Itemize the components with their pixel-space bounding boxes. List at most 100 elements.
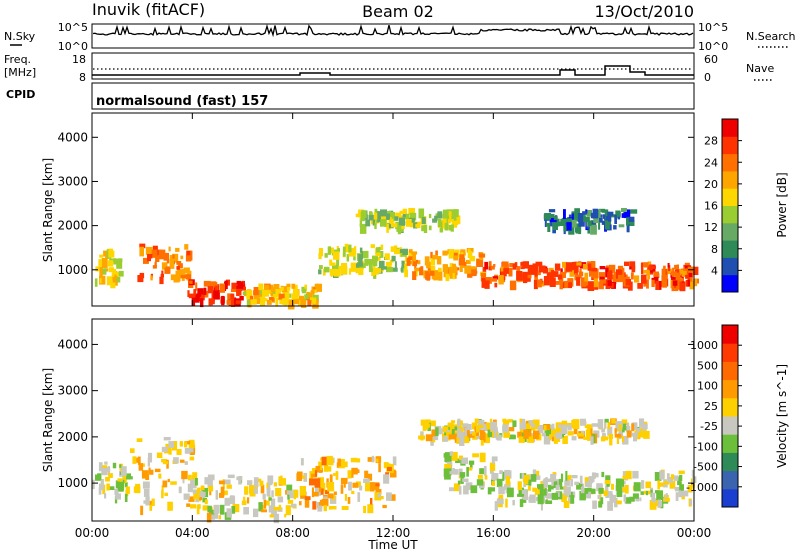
velocity-cell — [654, 472, 662, 481]
velocity-cell — [269, 514, 276, 518]
power-cell — [318, 248, 323, 257]
power-cell — [590, 212, 596, 219]
velocity-cell — [483, 433, 490, 444]
velocity-cell — [154, 468, 161, 473]
freq-panel-frame — [91, 52, 695, 80]
power-cell — [112, 276, 118, 286]
velocity-cell — [253, 508, 259, 518]
power-cell — [478, 253, 486, 258]
power-cell — [534, 267, 538, 277]
velocity-cell — [444, 475, 451, 480]
velocity-cell — [476, 424, 484, 429]
power-cell — [559, 271, 566, 278]
velocity-cell — [314, 470, 318, 477]
power-cell — [618, 274, 624, 283]
power-cell — [203, 280, 211, 287]
nsearch-label: N.Search — [746, 30, 796, 43]
velocity-cell — [611, 419, 616, 424]
power-cell — [616, 211, 621, 217]
velocity-cell — [642, 423, 648, 430]
velocity-cell — [476, 435, 482, 440]
power-cell — [110, 282, 116, 289]
velocity-cell — [512, 499, 515, 506]
power-cell — [175, 270, 178, 276]
velocity-cell — [383, 462, 389, 469]
power-cell — [601, 220, 605, 225]
power-cell — [349, 268, 356, 272]
velocity-cell — [583, 436, 588, 440]
velocity-cell — [507, 487, 514, 498]
power-cell — [273, 284, 280, 289]
power-cell — [598, 217, 603, 223]
power-cell — [449, 263, 454, 270]
velocity-cell — [112, 462, 117, 469]
power-cell — [260, 296, 266, 307]
power-cell — [99, 278, 102, 284]
power-cell — [539, 265, 546, 273]
velocity-cell — [324, 489, 330, 495]
power-cell — [292, 284, 298, 295]
power-cell — [347, 244, 352, 253]
power-cell — [647, 261, 652, 267]
velocity-cell — [244, 486, 249, 495]
velocity-ylabel: Slant Range [km] — [41, 368, 55, 472]
power-cell — [152, 265, 157, 269]
power-cell — [346, 254, 350, 262]
power-cell — [559, 221, 563, 226]
velocity-cell — [551, 423, 555, 431]
power-cell — [324, 266, 330, 273]
power-cell — [186, 250, 193, 261]
power-cell — [270, 284, 274, 288]
freq-tick-top: 18 — [72, 53, 86, 66]
velocity-cell — [218, 515, 221, 520]
velocity-cell — [491, 458, 495, 464]
power-cell — [614, 214, 617, 224]
power-cell — [618, 272, 626, 277]
velocity-cell — [645, 490, 648, 496]
power-cell — [544, 213, 552, 220]
velocity-cell — [204, 477, 211, 485]
power-cell — [359, 224, 367, 234]
power-cell — [228, 299, 234, 307]
power-cell — [257, 294, 263, 298]
power-cell — [628, 220, 635, 226]
velocity-cell — [351, 468, 354, 478]
power-cell — [610, 283, 614, 288]
velocity-cell — [639, 418, 645, 428]
power-cell — [404, 213, 410, 220]
velocity-cell — [549, 485, 554, 490]
power-axis-ticks: 1000 2000 3000 4000 — [57, 130, 694, 277]
velocity-cell — [132, 456, 137, 464]
velocity-cell — [658, 482, 664, 487]
velocity-cell — [209, 489, 212, 496]
power-cell — [166, 258, 170, 264]
velocity-cell — [243, 496, 246, 503]
velocity-cell — [432, 436, 439, 441]
velocity-cell — [299, 486, 306, 496]
power-cell — [333, 251, 340, 260]
velocity-cell — [262, 493, 266, 500]
velocity-cell — [214, 513, 219, 519]
velocity-cell — [273, 482, 277, 487]
power-cell — [532, 263, 539, 272]
velocity-cell — [480, 436, 484, 446]
power-cell — [253, 290, 259, 296]
power-cell — [537, 279, 542, 288]
station-title: Inuvik (fitACF) — [92, 0, 205, 19]
velocity-cell — [418, 435, 425, 440]
power-cell — [249, 295, 254, 300]
velocity-cell — [190, 504, 197, 509]
velocity-cell — [267, 475, 274, 484]
power-cell — [527, 274, 532, 279]
xtick-label: 08:00 — [275, 526, 310, 540]
power-cell — [576, 262, 582, 266]
velocity-cell — [317, 467, 323, 473]
velocity-cell — [657, 499, 661, 508]
velocity-cell — [536, 470, 540, 480]
velocity-cell — [142, 463, 145, 467]
velocity-cell — [580, 486, 585, 494]
velocity-cell — [633, 482, 641, 492]
velocity-cell — [231, 506, 236, 514]
power-cell — [264, 284, 270, 290]
velocity-cell — [449, 471, 454, 475]
